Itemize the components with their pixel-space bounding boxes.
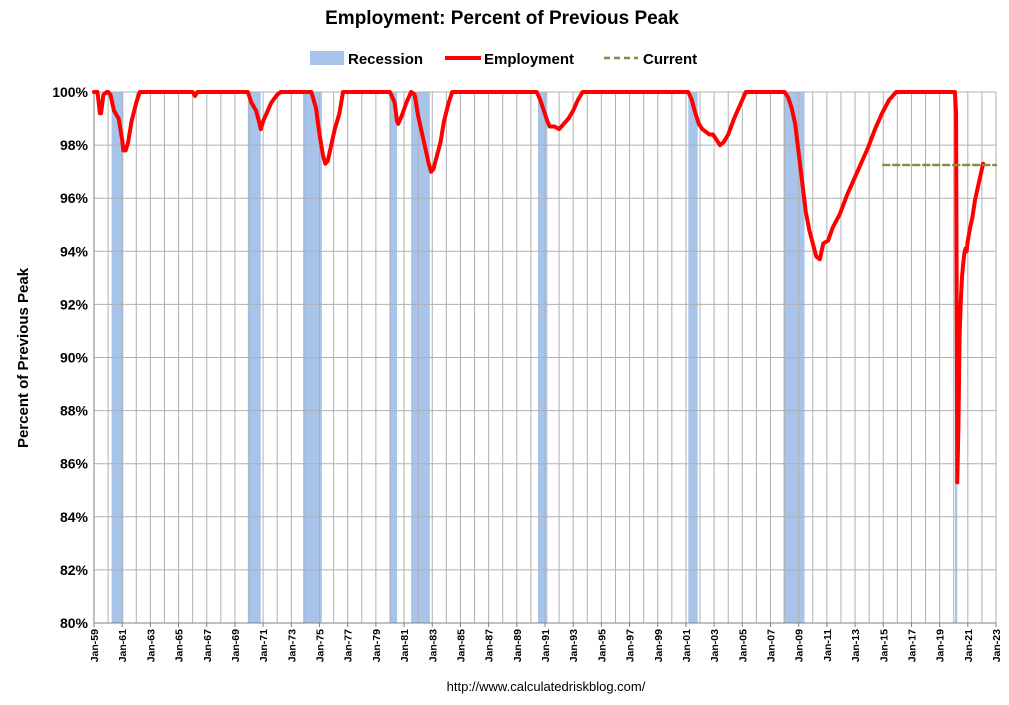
x-tick-label: Jan-03 xyxy=(709,629,721,662)
y-tick-label: 96% xyxy=(60,190,89,206)
x-tick-label: Jan-81 xyxy=(399,629,411,662)
x-tick-label: Jan-61 xyxy=(117,629,129,662)
legend-label-current: Current xyxy=(643,51,697,68)
employment-line xyxy=(92,90,986,485)
legend-label-employment: Employment xyxy=(484,51,574,68)
y-axis-label: Percent of Previous Peak xyxy=(15,267,32,448)
x-tick-label: Jan-15 xyxy=(878,629,890,662)
x-tick-label: Jan-69 xyxy=(230,629,242,662)
legend-label-recession: Recession xyxy=(348,51,423,68)
x-tick-label: Jan-59 xyxy=(89,629,101,662)
x-tick-label: Jan-21 xyxy=(963,629,975,662)
y-tick-label: 88% xyxy=(60,403,89,419)
x-tick-label: Jan-97 xyxy=(625,629,637,662)
x-tick-label: Jan-63 xyxy=(145,629,157,662)
x-tick-label: Jan-73 xyxy=(286,629,298,662)
y-tick-label: 100% xyxy=(52,84,88,100)
axes: 80% 82% 84% 86% 88% 90% 92% 94% 96% 98% 100% Jan-59… xyxy=(52,84,1003,662)
y-tick-label: 94% xyxy=(60,243,89,259)
x-tick-label: Jan-07 xyxy=(766,629,778,662)
source-credit: http://www.calculatedriskblog.com/ xyxy=(447,679,646,694)
x-tick-label: Jan-13 xyxy=(850,629,862,662)
y-tick-label: 92% xyxy=(60,296,89,312)
y-tick-label: 86% xyxy=(60,456,89,472)
x-tick-label: Jan-93 xyxy=(568,629,580,662)
x-tick-label: Jan-77 xyxy=(343,629,355,662)
y-tick-label: 80% xyxy=(60,615,89,631)
y-tick-label: 98% xyxy=(60,137,89,153)
x-tick-label: Jan-71 xyxy=(258,629,270,662)
x-tick-label: Jan-65 xyxy=(174,629,186,662)
x-tick-label: Jan-99 xyxy=(653,629,665,662)
chart-title: Employment: Percent of Previous Peak xyxy=(325,8,679,29)
x-tick-label: Jan-19 xyxy=(935,629,947,662)
x-tick-label: Jan-23 xyxy=(991,629,1003,662)
x-tick-label: Jan-01 xyxy=(681,629,693,662)
x-tick-label: Jan-95 xyxy=(596,629,608,662)
x-tick-label: Jan-67 xyxy=(202,629,214,662)
x-tick-label: Jan-87 xyxy=(484,629,496,662)
y-tick-label: 84% xyxy=(60,509,89,525)
x-tick-label: Jan-17 xyxy=(906,629,918,662)
x-tick-label: Jan-91 xyxy=(540,629,552,662)
x-tick-label: Jan-85 xyxy=(455,629,467,662)
x-tick-label: Jan-83 xyxy=(427,629,439,662)
y-tick-label: 90% xyxy=(60,350,89,366)
x-tick-label: Jan-89 xyxy=(512,629,524,662)
x-tick-label: Jan-75 xyxy=(315,629,327,662)
y-tick-label: 82% xyxy=(60,562,89,578)
x-tick-label: Jan-79 xyxy=(371,629,383,662)
gridlines xyxy=(93,91,997,624)
x-tick-label: Jan-05 xyxy=(737,629,749,662)
legend: Recession Employment Current xyxy=(310,51,697,68)
legend-swatch-recession xyxy=(310,51,344,65)
x-tick-label: Jan-11 xyxy=(822,629,834,662)
x-tick-label: Jan-09 xyxy=(794,629,806,662)
data-series xyxy=(92,90,998,485)
